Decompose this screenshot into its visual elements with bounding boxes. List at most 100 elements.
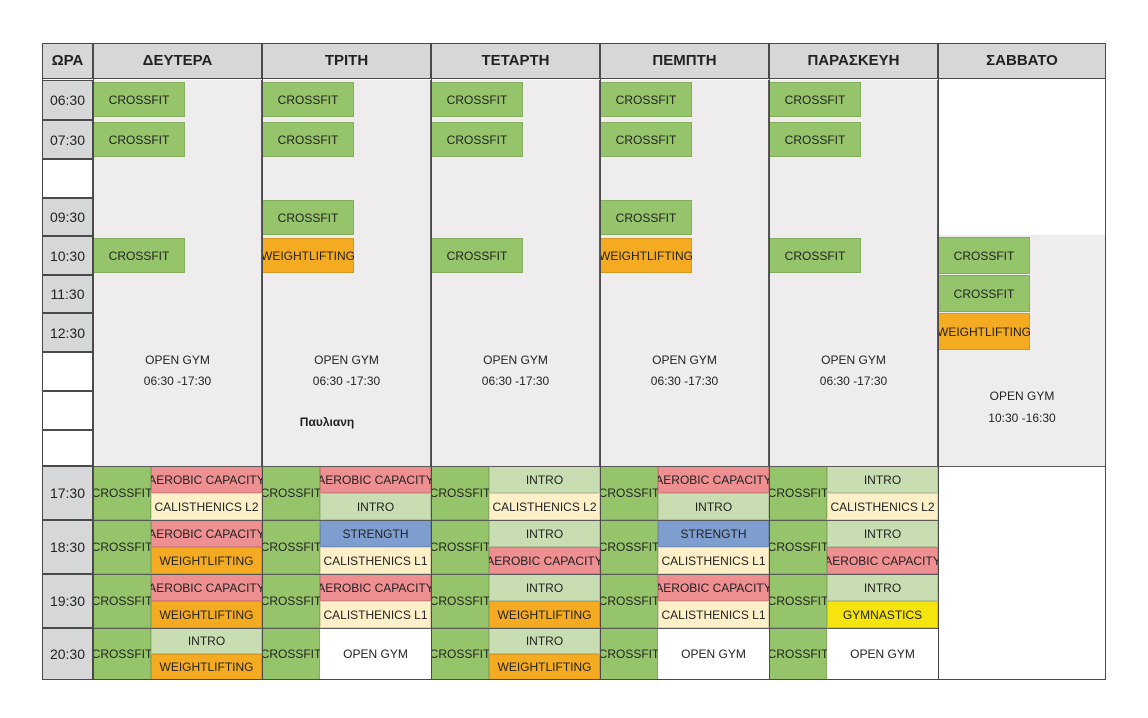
class-crossfit[interactable]: CROSSFIT	[262, 628, 320, 680]
time-slot	[42, 352, 93, 391]
class-crossfit[interactable]: CROSSFIT	[769, 122, 861, 157]
class-weightlifting[interactable]: WEIGHTLIFTING	[938, 313, 1030, 350]
class-crossfit[interactable]: CROSSFIT	[431, 466, 489, 520]
class-intro[interactable]: INTRO	[827, 574, 938, 601]
class-weightlifting[interactable]: WEIGHTLIFTING	[151, 601, 262, 628]
class-intro[interactable]: INTRO	[489, 574, 600, 601]
class-crossfit[interactable]: CROSSFIT	[93, 520, 151, 574]
class-open-gym[interactable]: OPEN GYM	[850, 647, 915, 661]
class-aerobic-capacity[interactable]: AEROBIC CAPACITY	[658, 574, 769, 601]
class-crossfit[interactable]: CROSSFIT	[431, 122, 523, 157]
class-crossfit[interactable]: CROSSFIT	[600, 574, 658, 628]
open-gym-hours: 10:30 -16:30	[988, 411, 1056, 425]
class-crossfit[interactable]: CROSSFIT	[600, 520, 658, 574]
class-strength[interactable]: STRENGTH	[320, 520, 431, 547]
day-header-thursday: ΠΕΜΠΤΗ	[600, 43, 769, 79]
class-intro[interactable]: INTRO	[489, 520, 600, 547]
class-intro[interactable]: INTRO	[827, 466, 938, 493]
class-crossfit[interactable]: CROSSFIT	[938, 237, 1030, 274]
class-intro[interactable]: INTRO	[489, 466, 600, 493]
class-crossfit[interactable]: CROSSFIT	[93, 82, 185, 117]
class-crossfit[interactable]: CROSSFIT	[262, 82, 354, 117]
class-crossfit[interactable]: CROSSFIT	[262, 574, 320, 628]
class-crossfit[interactable]: CROSSFIT	[431, 82, 523, 117]
time-slot: 11:30	[42, 275, 93, 313]
class-crossfit[interactable]: CROSSFIT	[93, 466, 151, 520]
class-calisthenics-l2[interactable]: CALISTHENICS L2	[827, 493, 938, 520]
time-slot: 10:30	[42, 236, 93, 275]
class-crossfit[interactable]: CROSSFIT	[769, 238, 861, 273]
class-crossfit[interactable]: CROSSFIT	[262, 466, 320, 520]
column-divider	[600, 43, 601, 680]
column-divider	[431, 43, 432, 680]
day-header-saturday: ΣΑΒΒΑΤΟ	[938, 43, 1106, 79]
class-gymnastics[interactable]: GYMNASTICS	[827, 601, 938, 628]
class-calisthenics-l2[interactable]: CALISTHENICS L2	[489, 493, 600, 520]
day-header-wednesday: ΤΕΤΑΡΤΗ	[431, 43, 600, 79]
class-intro[interactable]: INTRO	[151, 628, 262, 654]
class-crossfit[interactable]: CROSSFIT	[600, 82, 692, 117]
column-divider	[262, 43, 263, 680]
open-gym-hours: 06:30 -17:30	[819, 374, 888, 388]
class-crossfit[interactable]: CROSSFIT	[93, 238, 185, 273]
class-strength[interactable]: STRENGTH	[658, 520, 769, 547]
class-calisthenics-l1[interactable]: CALISTHENICS L1	[658, 601, 769, 628]
class-weightlifting[interactable]: WEIGHTLIFTING	[489, 601, 600, 628]
class-weightlifting[interactable]: WEIGHTLIFTING	[489, 654, 600, 680]
class-weightlifting[interactable]: WEIGHTLIFTING	[151, 547, 262, 574]
class-aerobic-capacity[interactable]: AEROBIC CAPACITY	[489, 547, 600, 574]
class-calisthenics-l2[interactable]: CALISTHENICS L2	[151, 493, 262, 520]
open-gym-label: OPEN GYM	[989, 389, 1055, 403]
class-crossfit[interactable]: CROSSFIT	[431, 238, 523, 273]
class-crossfit[interactable]: CROSSFIT	[769, 574, 827, 628]
class-crossfit[interactable]: CROSSFIT	[769, 466, 827, 520]
class-weightlifting[interactable]: WEIGHTLIFTING	[600, 238, 692, 273]
class-calisthenics-l1[interactable]: CALISTHENICS L1	[320, 547, 431, 574]
class-open-gym[interactable]: OPEN GYM	[343, 647, 408, 661]
time-slot: 20:30	[42, 628, 93, 680]
class-crossfit[interactable]: CROSSFIT	[600, 200, 692, 235]
open-gym-label: OPEN GYM	[145, 353, 210, 367]
row-divider	[93, 628, 938, 629]
row-divider	[93, 520, 938, 521]
time-slot: 19:30	[42, 574, 93, 628]
class-crossfit[interactable]: CROSSFIT	[600, 122, 692, 157]
class-crossfit[interactable]: CROSSFIT	[769, 628, 827, 680]
class-weightlifting[interactable]: WEIGHTLIFTING	[262, 238, 354, 273]
class-aerobic-capacity[interactable]: AEROBIC CAPACITY	[151, 574, 262, 601]
class-aerobic-capacity[interactable]: AEROBIC CAPACITY	[658, 466, 769, 493]
class-aerobic-capacity[interactable]: AEROBIC CAPACITY	[151, 466, 262, 493]
class-crossfit[interactable]: CROSSFIT	[769, 520, 827, 574]
class-intro[interactable]: INTRO	[489, 628, 600, 654]
class-crossfit[interactable]: CROSSFIT	[600, 628, 658, 680]
class-intro[interactable]: INTRO	[320, 493, 431, 520]
class-intro[interactable]: INTRO	[827, 520, 938, 547]
class-crossfit[interactable]: CROSSFIT	[431, 574, 489, 628]
class-aerobic-capacity[interactable]: AEROBIC CAPACITY	[827, 547, 938, 574]
class-crossfit[interactable]: CROSSFIT	[262, 520, 320, 574]
time-slot	[42, 391, 93, 430]
class-intro[interactable]: INTRO	[658, 493, 769, 520]
class-crossfit[interactable]: CROSSFIT	[431, 520, 489, 574]
class-crossfit[interactable]: CROSSFIT	[262, 122, 354, 157]
class-aerobic-capacity[interactable]: AEROBIC CAPACITY	[320, 574, 431, 601]
column-divider	[93, 43, 94, 680]
class-weightlifting[interactable]: WEIGHTLIFTING	[151, 654, 262, 680]
class-crossfit[interactable]: CROSSFIT	[93, 628, 151, 680]
class-calisthenics-l1[interactable]: CALISTHENICS L1	[658, 547, 769, 574]
day-header-friday: ΠΑΡΑΣΚΕΥΗ	[769, 43, 938, 79]
class-crossfit[interactable]: CROSSFIT	[262, 200, 354, 235]
class-calisthenics-l1[interactable]: CALISTHENICS L1	[320, 601, 431, 628]
class-crossfit[interactable]: CROSSFIT	[93, 574, 151, 628]
class-aerobic-capacity[interactable]: AEROBIC CAPACITY	[320, 466, 431, 493]
class-crossfit[interactable]: CROSSFIT	[93, 122, 185, 157]
day-header-monday: ΔΕΥΤΕΡΑ	[93, 43, 262, 79]
class-crossfit[interactable]: CROSSFIT	[769, 82, 861, 117]
time-slot: 07:30	[42, 120, 93, 159]
class-open-gym[interactable]: OPEN GYM	[681, 647, 746, 661]
time-slot: 06:30	[42, 80, 93, 120]
class-aerobic-capacity[interactable]: AEROBIC CAPACITY	[151, 520, 262, 547]
class-crossfit[interactable]: CROSSFIT	[431, 628, 489, 680]
class-crossfit[interactable]: CROSSFIT	[600, 466, 658, 520]
class-crossfit[interactable]: CROSSFIT	[938, 275, 1030, 312]
